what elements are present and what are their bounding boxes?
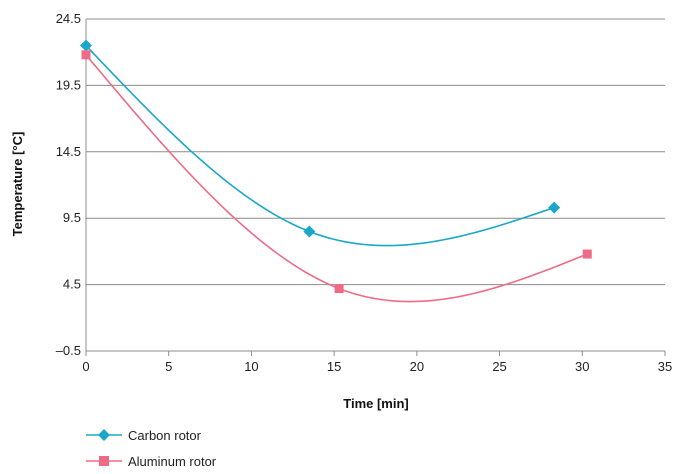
x-tick-label-1: 5 xyxy=(165,359,172,374)
x-tick-label-6: 30 xyxy=(575,359,589,374)
legend-label-carbon: Carbon rotor xyxy=(128,427,201,443)
x-tick-label-3: 15 xyxy=(327,359,341,374)
chart-canvas: 0 5 10 15 20 25 30 35 –0.5 4.5 9.5 14.5 19.5 24.5 Ti… xyxy=(10,11,672,411)
y-tick-label-3: 14.5 xyxy=(56,144,81,159)
gridlines xyxy=(85,18,666,356)
y-tick-label-1: 4.5 xyxy=(63,277,81,292)
legend: Carbon rotor Aluminum rotor xyxy=(86,422,216,474)
x-tick-label-7: 35 xyxy=(658,359,672,374)
data-point-s1-2 xyxy=(582,249,592,259)
y-tick-label-4: 19.5 xyxy=(56,77,81,92)
square-marker-icon xyxy=(86,456,122,466)
x-tick-label-2: 10 xyxy=(244,359,258,374)
legend-item-carbon: Carbon rotor xyxy=(86,422,216,448)
x-tick-label-5: 25 xyxy=(492,359,506,374)
legend-label-aluminum: Aluminum rotor xyxy=(128,453,217,469)
x-axis-title: Time [min] xyxy=(343,396,409,411)
diamond-marker-icon xyxy=(86,429,122,441)
data-point-s1-1 xyxy=(334,284,344,294)
y-tick-label-5: 24.5 xyxy=(56,11,81,26)
y-axis-title: Temperature [°C] xyxy=(10,132,25,237)
series-layer xyxy=(80,39,592,303)
series-line-0 xyxy=(85,45,555,247)
x-tick-label-0: 0 xyxy=(82,359,89,374)
y-tick-labels: –0.5 4.5 9.5 14.5 19.5 24.5 xyxy=(56,11,81,358)
series-line-1 xyxy=(85,54,588,303)
x-tick-label-4: 20 xyxy=(410,359,424,374)
data-point-s0-2 xyxy=(548,201,561,214)
x-tick-labels: 0 5 10 15 20 25 30 35 xyxy=(82,359,672,374)
data-point-s1-0 xyxy=(81,50,91,60)
y-tick-label-2: 9.5 xyxy=(63,210,81,225)
y-tick-label-0: –0.5 xyxy=(56,343,81,358)
legend-item-aluminum: Aluminum rotor xyxy=(86,448,216,474)
data-point-s0-1 xyxy=(303,225,316,238)
data-point-s0-0 xyxy=(80,39,92,52)
